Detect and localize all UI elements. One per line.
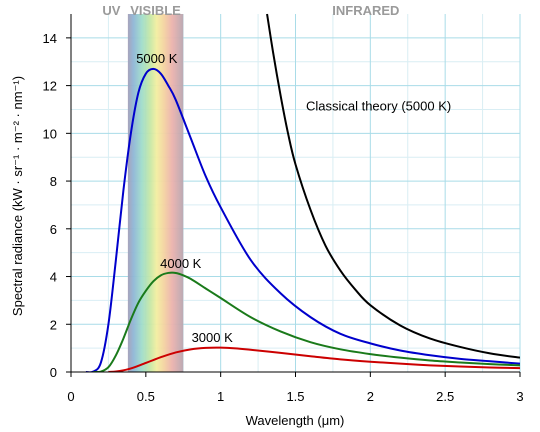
band-label-visible: VISIBLE	[130, 3, 181, 18]
x-tick-label: 3	[516, 389, 523, 404]
x-tick-label: 2.5	[436, 389, 454, 404]
axis-layer	[66, 14, 521, 377]
x-tick-label: 1.5	[286, 389, 304, 404]
y-tick-label: 4	[50, 270, 57, 285]
x-tick-label: 0.5	[137, 389, 155, 404]
band-label-uv: UV	[102, 3, 120, 18]
curve-label-2: 3000 K	[192, 330, 234, 345]
curve-label-3: Classical theory (5000 K)	[306, 99, 451, 114]
tick-labels-layer: 0 2 4 6 8 10 12 14 0 0.5 1 1.5 2 2.5 3	[43, 31, 524, 404]
band-label-infrared: INFRARED	[332, 3, 399, 18]
annotation-layer: 5000 K 4000 K 3000 K Classical theory (5000…	[136, 51, 451, 345]
series-line-2	[108, 346, 520, 372]
y-tick-label: 0	[50, 365, 57, 380]
x-axis-title: Wavelength (μm)	[246, 413, 345, 428]
y-tick-label: 14	[43, 31, 57, 46]
y-tick-label: 2	[50, 317, 57, 332]
x-tick-label: 0	[67, 389, 74, 404]
y-tick-label: 8	[50, 174, 57, 189]
x-tick-label: 2	[367, 389, 374, 404]
series-line-0	[85, 67, 520, 372]
curve-label-1: 4000 K	[160, 256, 202, 271]
visible-spectrum-band	[127, 14, 184, 372]
y-tick-label: 12	[43, 79, 57, 94]
band-layer: UV VISIBLE INFRARED	[102, 3, 399, 372]
series-layer	[85, 13, 520, 372]
y-tick-label: 6	[50, 222, 57, 237]
curve-label-0: 5000 K	[136, 51, 178, 66]
series-line-1	[93, 271, 520, 372]
x-tick-label: 1	[217, 389, 224, 404]
series-line-3	[266, 13, 520, 359]
y-tick-label: 10	[43, 126, 57, 141]
y-axis-title: Spectral radiance (kW · sr⁻¹ · m⁻² · nm⁻…	[10, 76, 25, 316]
